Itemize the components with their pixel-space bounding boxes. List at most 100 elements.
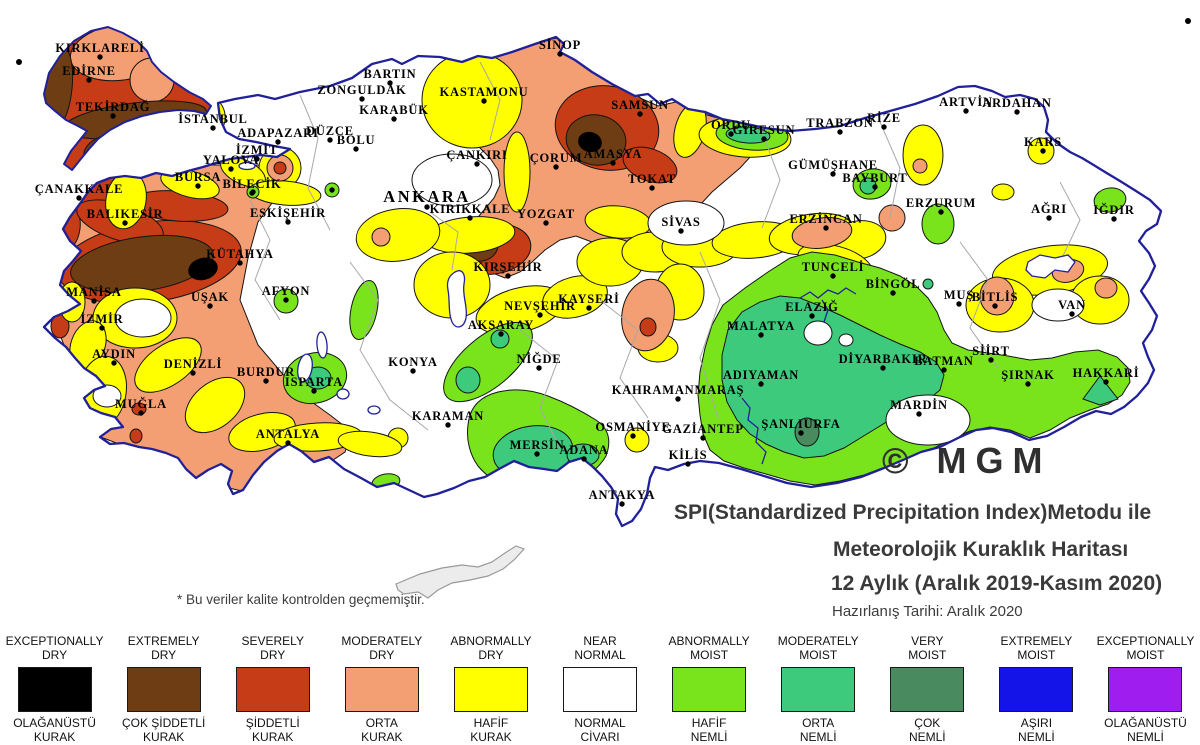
city-dot <box>445 422 451 428</box>
legend-label-en: EXTREMELY DRY <box>127 634 200 662</box>
city-label: ADAPAZARI <box>237 126 318 140</box>
city-dot <box>86 77 92 83</box>
city-label: ÇORUM <box>530 151 583 165</box>
city-dot <box>872 184 878 190</box>
legend-item: EXTREMELY MOIST AŞIRI NEMLİ <box>982 630 1091 745</box>
map-prepared-date: Hazırlanış Tarihi: Aralık 2020 <box>832 603 1023 620</box>
city-label: KARAMAN <box>412 409 484 423</box>
city-dot <box>467 215 473 221</box>
city-label: KAHRAMANMARAŞ <box>612 383 745 397</box>
city-dot <box>728 131 734 137</box>
legend-swatch <box>235 667 310 712</box>
city-label: MERSİN <box>510 438 565 452</box>
city-label: SİVAS <box>661 215 700 229</box>
city-label: ELAZIĞ <box>785 300 838 314</box>
city-label: ÇANAKKALE <box>35 182 123 196</box>
legend-label-en: NEAR NORMAL <box>574 634 626 662</box>
city-label: KIRKLARELİ <box>55 41 144 55</box>
city-dot <box>1046 215 1052 221</box>
city-label: KAYSERİ <box>558 292 619 306</box>
legend-swatch <box>344 667 419 712</box>
legend-item: VERY MOIST ÇOK NEMLİ <box>873 630 982 745</box>
city-dot <box>190 370 196 376</box>
city-dot <box>758 381 764 387</box>
city-label: KARS <box>1024 135 1062 149</box>
city-dot <box>610 160 616 166</box>
quality-footnote: * Bu veriler kalite kontrolden geçmemişt… <box>177 592 425 607</box>
lakes-and-rivers <box>238 161 1076 465</box>
city-label: BURDUR <box>237 365 295 379</box>
city-label: BOLU <box>337 133 376 147</box>
city-dot <box>249 190 255 196</box>
city-label: DİYARBAKIR <box>839 352 928 366</box>
city-dot <box>700 435 706 441</box>
city-dot <box>938 209 944 215</box>
exceptionally-dry-cores <box>188 131 602 281</box>
city-label: BİLECİK <box>222 177 281 191</box>
city-label: DÜZCE <box>306 124 354 138</box>
city-label: AĞRI <box>1031 202 1067 216</box>
city-label: TUNCELİ <box>802 260 865 274</box>
legend-swatch <box>999 667 1074 712</box>
city-dot <box>963 108 969 114</box>
city-dot <box>263 378 269 384</box>
legend-item: ABNORMALLY DRY HAFİF KURAK <box>436 630 545 745</box>
city-dot <box>830 273 836 279</box>
city-label: NİĞDE <box>517 352 562 366</box>
city-dot <box>111 360 117 366</box>
city-dot <box>619 501 625 507</box>
legend-label-en: EXCEPTIONALLY MOIST <box>1096 634 1195 662</box>
thrace-coastline <box>43 26 212 171</box>
city-dot <box>941 367 947 373</box>
city-label: SİNOP <box>539 38 581 52</box>
city-label: AYDIN <box>92 347 136 361</box>
legend-item: MODERATELY MOIST ORTA NEMLİ <box>764 630 873 745</box>
legend-label-en: MODERATELY DRY <box>341 634 423 662</box>
city-label: ŞANLIURFA <box>761 417 840 431</box>
city-label: OSMANİYE <box>595 420 670 434</box>
city-label: BİNGÖL <box>866 277 921 291</box>
city-dot <box>138 410 144 416</box>
city-label: KONYA <box>388 355 437 369</box>
city-label: ADIYAMAN <box>723 368 799 382</box>
city-dot <box>675 396 681 402</box>
city-dot <box>254 156 260 162</box>
city-label: KASTAMONU <box>440 85 529 99</box>
city-label: ÇANKIRI <box>446 148 507 162</box>
city-dot <box>890 290 896 296</box>
legend-label-tr: ORTA NEMLİ <box>799 716 837 744</box>
near-normal-holes-east <box>803 320 971 446</box>
legend-label-tr: NORMAL CİVARI <box>574 716 626 744</box>
legend-label-en: MODERATELY MOIST <box>777 634 859 662</box>
city-dot <box>581 456 587 462</box>
city-dot <box>207 303 213 309</box>
city-label: GİRESUN <box>733 123 796 137</box>
city-label: GÜMÜŞHANE <box>788 158 878 172</box>
city-label: ERZİNCAN <box>789 212 862 226</box>
tuz-lake <box>446 270 468 328</box>
province-boundaries <box>249 61 1081 449</box>
legend-label-en: EXTREMELY MOIST <box>1000 634 1073 662</box>
city-label: MANİSA <box>66 285 122 299</box>
city-label: SAMSUN <box>611 98 669 112</box>
city-label: İSTANBUL <box>178 112 247 126</box>
city-label: ANTAKYA <box>589 488 656 502</box>
city-dot <box>678 228 684 234</box>
city-label: ANKARA <box>383 187 470 206</box>
city-label: HAKKARİ <box>1073 366 1140 380</box>
city-dot <box>359 96 365 102</box>
city-dot <box>410 368 416 374</box>
legend: EXCEPTIONALLY DRY OLAĞANÜSTÜ KURAK EXTREME… <box>0 630 1200 745</box>
city-dot <box>99 325 105 331</box>
turkey-drought-map: KIRKLARELİEDİRNETEKİRDAĞİSTANBULYALOVAİZ… <box>16 18 1191 599</box>
city-dot <box>809 313 815 319</box>
keban-reservoir <box>799 287 857 323</box>
city-dot <box>122 220 128 226</box>
legend-label-tr: AŞIRI NEMLİ <box>1018 716 1055 744</box>
city-dot <box>586 305 592 311</box>
city-dot <box>761 136 767 142</box>
mgm-watermark: © MGM <box>882 440 1052 481</box>
city-dot <box>534 451 540 457</box>
city-label: ERZURUM <box>906 196 976 210</box>
city-dot <box>1040 148 1046 154</box>
